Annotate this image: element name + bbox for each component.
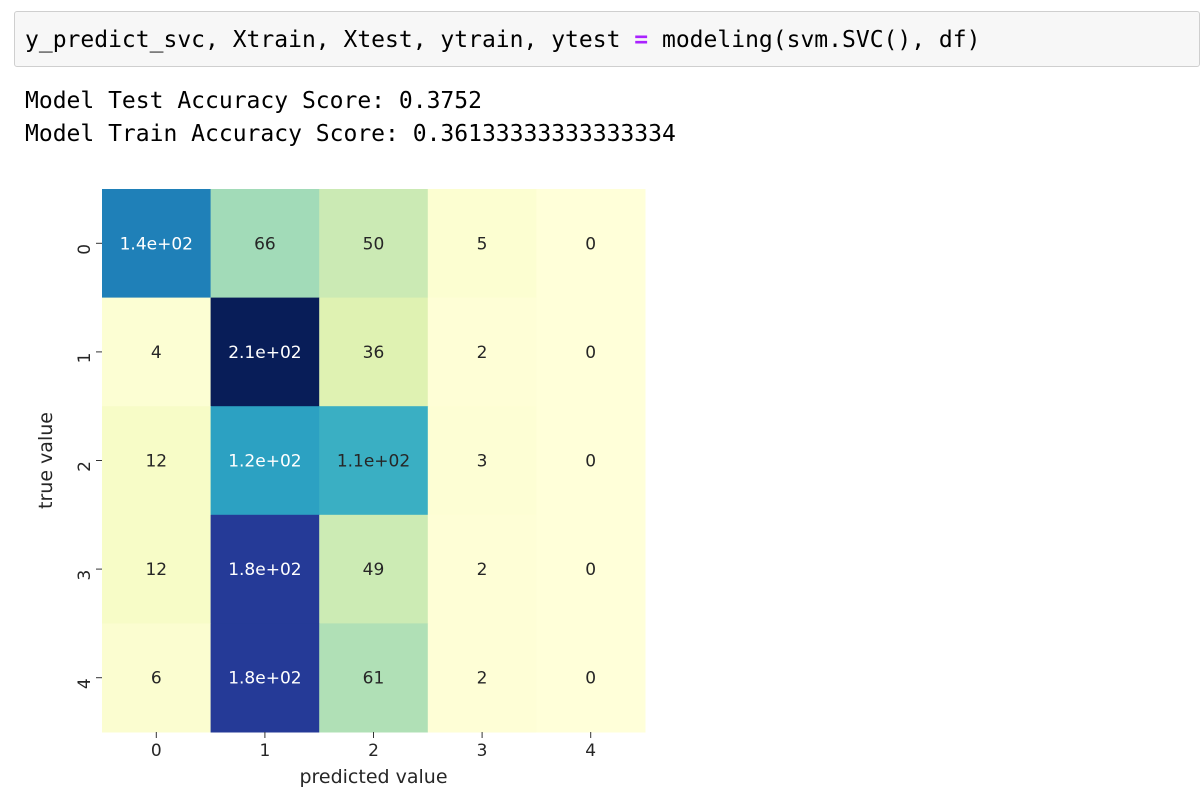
cell-annotation: 1.1e+02 [337,452,410,472]
cell-annotation: 2 [477,560,488,580]
heatmap-cell [210,623,320,733]
code-cell[interactable]: y_predict_svc, Xtrain, Xtest, ytrain, yt… [14,11,1200,67]
heatmap-cell [536,514,646,624]
cell-annotation: 2.1e+02 [228,343,301,363]
y-tick-label: 3 [75,570,95,581]
y-tick-label: 1 [75,352,95,363]
heatmap-cell [427,189,537,299]
cell-annotation: 0 [585,343,596,363]
cell-annotation: 66 [254,234,276,254]
code-text-before: y_predict_svc, Xtrain, Xtest, ytrain, yt… [25,27,635,53]
heatmap-cell [319,623,429,733]
code-line[interactable]: y_predict_svc, Xtrain, Xtest, ytrain, yt… [25,26,980,54]
cell-annotation: 0 [585,669,596,689]
x-axis-label: predicted value [299,766,447,788]
x-tick-label: 4 [585,741,596,761]
cell-annotation: 1.8e+02 [228,669,301,689]
heatmap-cell [102,623,212,733]
cell-annotation: 5 [477,234,488,254]
heatmap-cell [536,189,646,299]
heatmap-cell [210,406,320,516]
heatmap-cell [210,514,320,624]
cell-annotation: 4 [151,343,162,363]
x-tick-label: 0 [151,741,162,761]
cell-annotation: 61 [363,669,385,689]
heatmap-cell [319,406,429,516]
heatmap-cell [427,297,537,407]
cell-annotation: 6 [151,669,162,689]
cell-annotation: 1.2e+02 [228,452,301,472]
train-accuracy-output: Model Train Accuracy Score: 0.3613333333… [25,121,676,147]
cell-annotation: 12 [145,560,167,580]
cell-annotation: 0 [585,560,596,580]
heatmap-cell [427,623,537,733]
cell-annotation: 3 [477,452,488,472]
heatmap-cell [319,189,429,299]
cell-annotation: 2 [477,669,488,689]
heatmap-cell [536,406,646,516]
cell-annotation: 36 [363,343,385,363]
x-tick-label: 3 [477,741,488,761]
heatmap-cell [536,623,646,733]
heatmap-cell [102,514,212,624]
heatmap-cell [102,406,212,516]
heatmap-cell [427,514,537,624]
y-tick-label: 4 [75,678,95,689]
cell-annotation: 0 [585,452,596,472]
assignment-operator: = [634,27,649,53]
x-tick-label: 2 [368,741,379,761]
cell-annotation: 2 [477,343,488,363]
code-text-after: modeling(svm.SVC(), df) [648,27,981,53]
cell-annotation: 49 [363,560,385,580]
heatmap-cell [427,406,537,516]
heatmap-cell [210,297,320,407]
y-tick-label: 0 [75,244,95,255]
heatmap-cell [102,189,212,299]
y-tick-label: 2 [75,461,95,472]
cell-annotation: 1.8e+02 [228,560,301,580]
y-axis-label: true value [35,412,57,509]
cell-annotation: 50 [363,234,385,254]
heatmap-cell [210,189,320,299]
heatmap-cell [102,297,212,407]
cell-annotation: 1.4e+02 [120,234,193,254]
x-tick-label: 1 [259,741,270,761]
heatmap-cell [536,297,646,407]
heatmap-cell [319,514,429,624]
test-accuracy-output: Model Test Accuracy Score: 0.3752 [25,88,482,114]
cell-annotation: 0 [585,234,596,254]
cell-annotation: 12 [145,452,167,472]
heatmap-cell [319,297,429,407]
